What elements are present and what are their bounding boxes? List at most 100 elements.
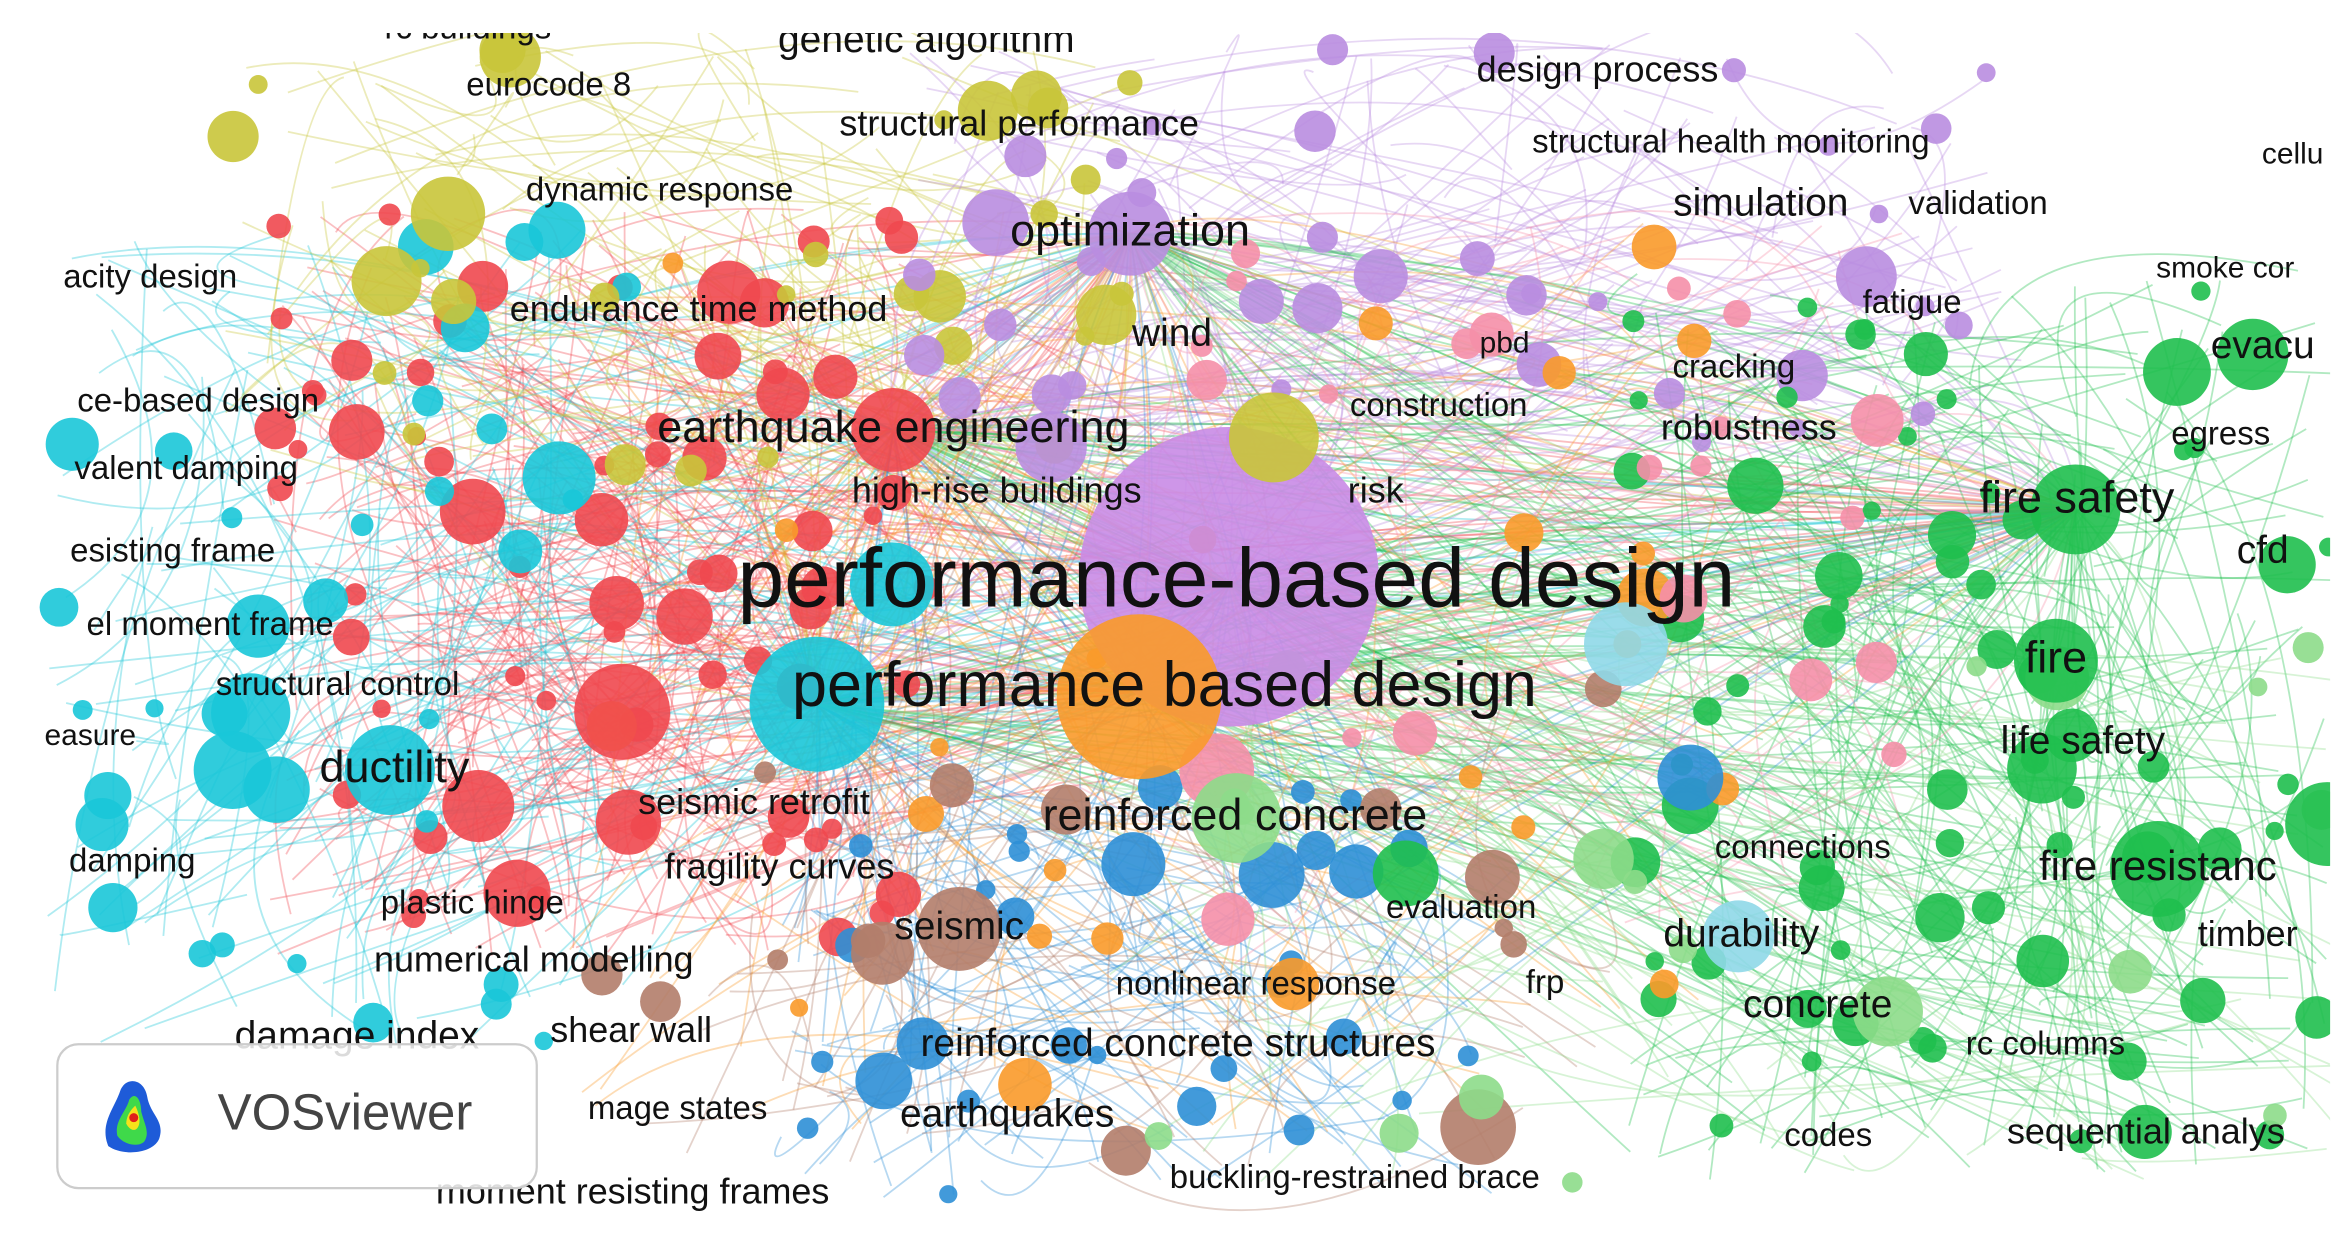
edge xyxy=(818,1090,850,1165)
edge xyxy=(1138,691,2094,1031)
edge xyxy=(606,295,2076,511)
edge xyxy=(702,954,1524,1031)
edge xyxy=(875,148,1007,287)
edge xyxy=(2095,768,2168,1001)
node xyxy=(2016,934,2070,988)
edge xyxy=(1156,223,1527,273)
edge xyxy=(821,921,1162,1054)
edge xyxy=(1138,691,2188,1047)
node xyxy=(938,376,981,420)
node xyxy=(75,798,129,852)
node xyxy=(801,566,845,610)
node-label: nonlinear response xyxy=(1116,965,1396,1002)
node xyxy=(1191,773,1282,863)
edge xyxy=(1097,343,1162,458)
edge xyxy=(336,267,416,684)
node xyxy=(2109,821,2206,917)
edge xyxy=(517,583,626,774)
node xyxy=(1266,957,1320,1011)
edge xyxy=(375,61,497,117)
edge xyxy=(412,633,888,792)
node xyxy=(1631,541,1656,566)
node xyxy=(1177,1086,1217,1127)
node xyxy=(1966,656,1987,677)
edge xyxy=(209,287,1230,586)
edge xyxy=(1140,161,1284,190)
edge xyxy=(816,703,2142,1117)
node xyxy=(851,921,915,985)
node xyxy=(875,206,904,235)
node-label: fragility curves xyxy=(665,845,895,886)
edge xyxy=(934,61,1524,419)
edge xyxy=(816,703,1736,997)
node-label: buckling-restrained brace xyxy=(1170,1158,1540,1195)
edge xyxy=(344,584,837,843)
node xyxy=(401,903,427,929)
node xyxy=(1920,113,1952,144)
edge xyxy=(1812,745,1948,1099)
edge xyxy=(1294,276,1407,914)
edge xyxy=(1129,233,1842,1017)
node xyxy=(522,441,596,515)
edge xyxy=(1129,233,1631,593)
edge xyxy=(1374,782,1523,798)
edge xyxy=(584,390,915,502)
node-label: fire xyxy=(2025,632,2087,683)
edge xyxy=(385,437,867,931)
edge xyxy=(630,631,735,760)
node xyxy=(1659,574,1708,623)
edge xyxy=(1907,435,2115,479)
edge xyxy=(816,703,1493,1119)
edge xyxy=(1228,583,2106,1173)
edge xyxy=(2066,709,2134,1016)
node-label: fatigue xyxy=(1863,283,1962,320)
edge xyxy=(604,328,1056,421)
edge xyxy=(1745,197,1811,272)
node xyxy=(1649,969,1679,999)
node xyxy=(1457,1045,1479,1067)
node-label: structural control xyxy=(216,665,460,702)
edge xyxy=(1803,580,1942,1174)
edge xyxy=(770,483,2076,631)
node xyxy=(1238,278,1284,324)
node xyxy=(2285,782,2331,866)
edge xyxy=(1130,232,1904,467)
node-label: easure xyxy=(45,719,137,752)
edge xyxy=(816,703,1901,794)
node xyxy=(1573,828,1634,890)
node xyxy=(699,554,738,593)
edge xyxy=(1312,799,1737,860)
node xyxy=(402,422,426,446)
node-label: seismic xyxy=(894,905,1024,948)
edge xyxy=(693,488,870,647)
edge xyxy=(981,367,1859,445)
edge xyxy=(303,581,741,787)
node xyxy=(1006,823,1028,845)
node xyxy=(287,954,307,974)
edge xyxy=(873,1053,1152,1164)
edge xyxy=(409,388,793,454)
node xyxy=(442,770,515,843)
edge xyxy=(144,736,626,924)
node-label: genetic algorithm xyxy=(778,18,1075,61)
node-label: fire resistanc xyxy=(2039,842,2277,889)
node xyxy=(1789,658,1833,702)
edge xyxy=(343,672,453,935)
edge xyxy=(444,728,525,855)
edge xyxy=(1556,93,2077,510)
edge xyxy=(338,741,690,897)
edge xyxy=(1961,816,2021,1076)
edge xyxy=(1228,583,1971,1168)
edge xyxy=(1812,322,1936,1155)
edge xyxy=(161,528,1230,586)
edge xyxy=(1007,132,1407,186)
node xyxy=(1504,513,1544,553)
edge xyxy=(1025,93,2076,511)
edge xyxy=(306,353,549,485)
node xyxy=(1976,63,1996,83)
edge xyxy=(1414,67,1513,171)
node xyxy=(1850,393,1904,447)
node xyxy=(439,478,506,545)
edge xyxy=(393,232,1131,652)
edge xyxy=(659,291,1140,693)
